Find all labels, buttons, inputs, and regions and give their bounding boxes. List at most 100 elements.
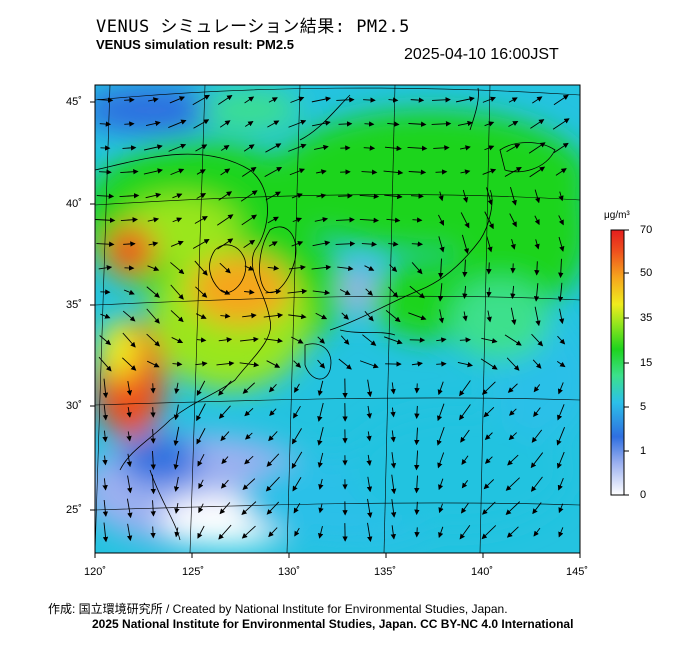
wind-arrow [437, 452, 445, 469]
wind-arrow [294, 527, 300, 537]
wind-arrow [558, 503, 564, 514]
wind-arrow [484, 432, 493, 440]
wind-arrow [384, 193, 403, 200]
wind-arrow [146, 333, 161, 347]
wind-arrow [505, 477, 520, 491]
wind-arrow [174, 502, 180, 514]
wind-arrow [150, 407, 156, 418]
pm25-concentration-field [95, 85, 580, 553]
wind-arrow [317, 336, 325, 344]
wind-arrow [462, 285, 468, 299]
wind-arrow [119, 192, 140, 199]
wind-arrow [534, 239, 540, 250]
lon-label-125: 125˚ [182, 566, 205, 578]
wind-arrow [317, 426, 324, 446]
wind-arrow [455, 96, 475, 103]
wind-arrow [460, 502, 469, 514]
wind-arrow [557, 404, 565, 421]
wind-arrow [126, 407, 132, 418]
wind-arrow [336, 217, 355, 223]
wind-arrow [244, 407, 254, 417]
wind-arrow [172, 361, 183, 367]
colorbar-tick-0: 0 [640, 489, 647, 501]
wind-arrow [242, 478, 256, 490]
wind-arrow [507, 383, 518, 393]
wind-arrow [241, 166, 257, 177]
wind-arrow [218, 405, 231, 419]
wind-arrow [460, 212, 470, 229]
wind-arrow [171, 337, 184, 344]
wind-arrow [509, 408, 517, 416]
wind-arrow [482, 501, 496, 515]
wind-arrow [172, 217, 183, 223]
wind-arrow [99, 335, 112, 346]
wind-arrow [126, 431, 132, 442]
wind-arrow [287, 288, 308, 295]
wind-arrow [390, 452, 397, 469]
wind-arrow [533, 407, 541, 418]
wind-arrow [338, 193, 353, 199]
wind-arrow [196, 169, 206, 175]
wind-arrow [126, 523, 133, 542]
wind-arrow [461, 455, 469, 465]
wind-arrow [366, 405, 372, 419]
wind-arrow [293, 502, 301, 514]
wind-arrow [317, 525, 324, 539]
wind-arrow [241, 525, 256, 539]
wind-arrow [508, 97, 518, 103]
wind-arrow [335, 241, 356, 247]
wind-arrow [486, 236, 493, 253]
wind-arrow [457, 120, 473, 127]
wind-arrow [98, 265, 113, 271]
wind-arrow [531, 429, 543, 443]
wind-arrow [388, 97, 399, 103]
wind-arrow [510, 238, 516, 250]
wind-arrow [288, 313, 307, 320]
wind-arrow [359, 193, 380, 199]
wind-arrow [102, 499, 109, 517]
credit-line-2: 2025 National Institute for Environmenta… [92, 617, 574, 631]
wind-arrow [533, 283, 540, 302]
wind-arrow [122, 145, 137, 151]
wind-arrow [438, 214, 444, 226]
wind-arrow [359, 217, 380, 223]
wind-arrow [481, 525, 497, 540]
wind-arrow [312, 120, 331, 127]
wind-arrow [438, 478, 444, 491]
wind-arrow [221, 144, 230, 151]
wind-arrow [414, 427, 420, 446]
wind-arrow [486, 310, 492, 323]
wind-arrow [170, 240, 184, 247]
wind-arrow [484, 145, 495, 151]
wind-arrow [557, 335, 566, 345]
credit-line-1: 作成: 国立環境研究所 / Created by National Instit… [48, 602, 508, 616]
colorbar [610, 229, 625, 496]
wind-arrow [462, 311, 468, 322]
wind-arrow [557, 477, 564, 491]
wind-arrow [123, 289, 135, 295]
wind-arrow [508, 432, 517, 441]
wind-arrow [414, 527, 420, 538]
map-title-japanese: VENUS シミュレーション結果: PM2.5 [96, 17, 410, 37]
wind-arrow [192, 239, 210, 249]
wind-arrow [173, 426, 180, 447]
wind-arrow [483, 479, 495, 490]
wind-arrow [196, 403, 206, 422]
wind-arrow [414, 475, 420, 494]
wind-arrow [316, 169, 327, 175]
wind-arrow [457, 361, 473, 368]
wind-arrow [126, 498, 133, 519]
wind-arrow [436, 403, 445, 422]
wind-arrow [102, 404, 109, 421]
wind-arrow [557, 382, 564, 395]
wind-arrow [196, 428, 206, 445]
wind-arrow [387, 121, 400, 127]
wind-arrow [268, 431, 278, 442]
wind-arrow [556, 427, 565, 446]
wind-arrow [506, 526, 519, 538]
colorbar-tick-15: 15 [640, 357, 653, 369]
wind-arrow [462, 259, 468, 278]
wind-arrow [96, 193, 115, 199]
wind-arrow [265, 143, 282, 153]
wind-arrow [390, 407, 396, 418]
